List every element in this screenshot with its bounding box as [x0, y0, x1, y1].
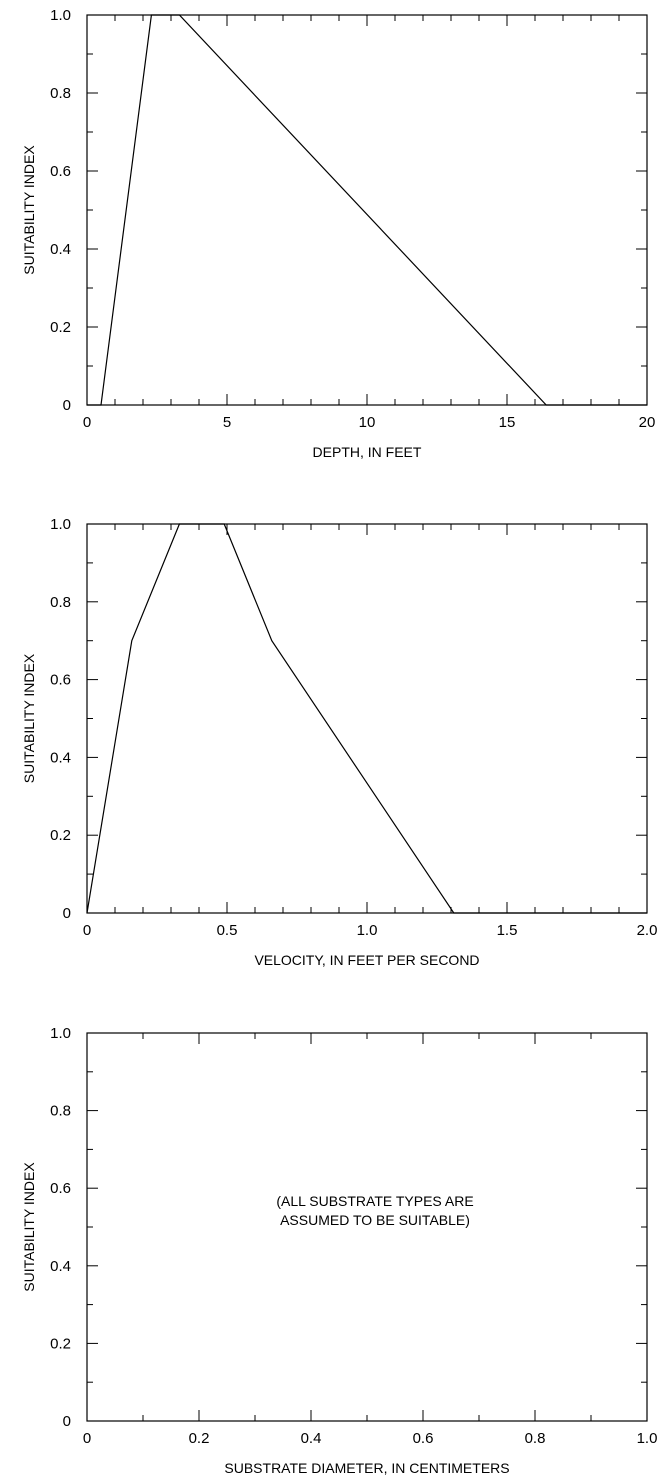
- x-tick-label: 1.0: [357, 922, 378, 939]
- x-axis-label: DEPTH, IN FEET: [313, 444, 422, 460]
- annotation-line: ASSUMED TO BE SUITABLE): [280, 1212, 470, 1228]
- y-tick-label: 0: [63, 905, 71, 922]
- y-tick-label: 0.2: [50, 1335, 71, 1352]
- x-axis-label: VELOCITY, IN FEET PER SECOND: [254, 952, 479, 968]
- x-tick-label: 0: [83, 1430, 91, 1447]
- y-tick-label: 1.0: [50, 516, 71, 533]
- x-tick-label: 0.5: [217, 922, 238, 939]
- x-tick-label: 0.8: [525, 1430, 546, 1447]
- y-tick-label: 0: [63, 397, 71, 414]
- x-tick-label: 5: [223, 414, 231, 431]
- y-tick-label: 0.6: [50, 672, 71, 689]
- y-axis-label: SUITABILITY INDEX: [21, 1162, 37, 1292]
- y-tick-label: 1.0: [50, 1025, 71, 1042]
- x-tick-label: 1.0: [637, 1430, 658, 1447]
- y-tick-label: 0.4: [50, 749, 71, 766]
- y-tick-label: 0.8: [50, 594, 71, 611]
- y-tick-label: 0.4: [50, 1258, 71, 1275]
- suitability-curve: [87, 524, 647, 913]
- plot-frame: [87, 15, 647, 405]
- velocity-chart: 0 0.5 1.0 1.5 2.0 0 0.2 0.4 0.6 0.8 1.0 VELOCITY, I…: [21, 516, 657, 968]
- x-tick-label: 0.4: [301, 1430, 322, 1447]
- x-tick-label: 20: [639, 414, 656, 431]
- y-tick-label: 0.2: [50, 319, 71, 336]
- y-axis-label: SUITABILITY INDEX: [21, 145, 37, 275]
- y-tick-label: 0.2: [50, 827, 71, 844]
- y-tick-label: 0: [63, 1413, 71, 1430]
- x-tick-label: 2.0: [637, 922, 658, 939]
- x-tick-label: 0.2: [189, 1430, 210, 1447]
- y-tick-label: 0.6: [50, 1180, 71, 1197]
- y-axis-label: SUITABILITY INDEX: [21, 653, 37, 783]
- x-tick-label: 15: [499, 414, 516, 431]
- y-tick-label: 0.8: [50, 1103, 71, 1120]
- plot-frame: [87, 524, 647, 913]
- y-tick-label: 0.4: [50, 241, 71, 258]
- suitability-curve: [87, 15, 647, 405]
- annotation-line: (ALL SUBSTRATE TYPES ARE: [276, 1193, 473, 1209]
- x-tick-label: 10: [359, 414, 376, 431]
- y-tick-label: 1.0: [50, 7, 71, 24]
- x-tick-label: 0.6: [413, 1430, 434, 1447]
- x-tick-label: 0: [83, 922, 91, 939]
- x-axis-label: SUBSTRATE DIAMETER, IN CENTIMETERS: [224, 1460, 509, 1476]
- depth-chart: 0 5 10 15 20 0 0.2 0.4 0.6 0.8 1.0 DEPTH, IN FEET SU…: [21, 7, 655, 460]
- x-tick-label: 1.5: [497, 922, 518, 939]
- y-tick-label: 0.6: [50, 163, 71, 180]
- y-tick-label: 0.8: [50, 85, 71, 102]
- substrate-chart: 0 0.2 0.4 0.6 0.8 1.0 0 0.2 0.4 0.6 0.8 1.0 SUBSTRAT…: [21, 1025, 657, 1476]
- x-tick-label: 0: [83, 414, 91, 431]
